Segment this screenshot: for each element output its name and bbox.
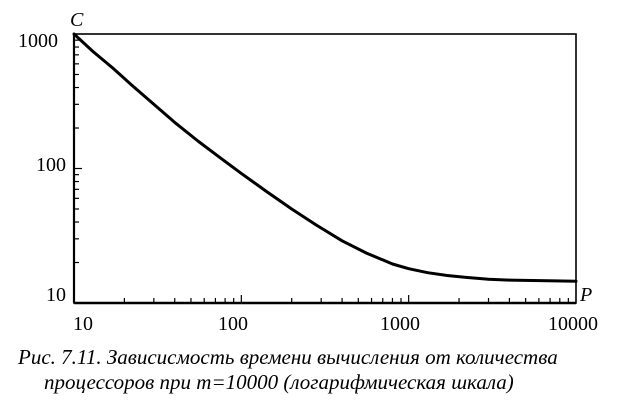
y-tick-label-100: 100 [36, 154, 66, 176]
y-tick-label-10: 10 [46, 284, 66, 306]
plot-frame [72, 33, 577, 305]
series-line-0 [72, 32, 578, 283]
y-tick-label-1000: 1000 [18, 30, 58, 52]
x-tick-label-10: 10 [73, 313, 93, 335]
caption-line-1: Рис. 7.11. Зависисмость времени вычислен… [18, 345, 558, 369]
x-axis-name: P [579, 284, 592, 306]
series-layer [72, 32, 578, 283]
x-tick-label-10000: 10000 [548, 313, 598, 335]
chart: 1000 100 10 10 100 1000 10000 C P [18, 9, 598, 335]
caption-line-2: процессоров при m=10000 (логарифмическая… [44, 370, 514, 394]
axis-ticks [73, 39, 569, 304]
figure-caption: Рис. 7.11. Зависисмость времени вычислен… [18, 345, 638, 395]
x-tick-label-1000: 1000 [380, 313, 420, 335]
y-tick-labels: 1000 100 10 [18, 30, 66, 306]
x-tick-labels: 10 100 1000 10000 [73, 313, 598, 335]
x-tick-label-100: 100 [218, 313, 248, 335]
plot-border [73, 33, 577, 304]
y-axis-name: C [70, 9, 84, 31]
